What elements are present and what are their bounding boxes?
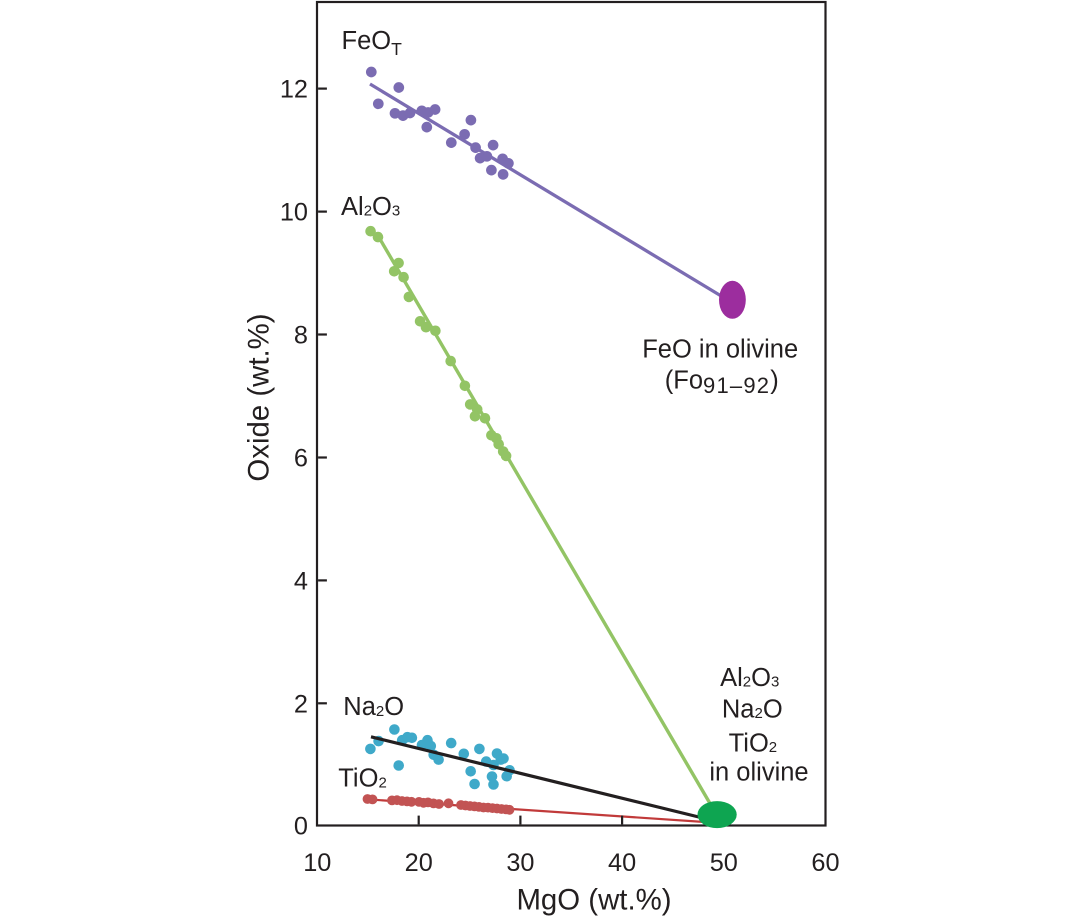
- svg-text:6: 6: [294, 445, 308, 473]
- svg-text:Oxide (wt.%): Oxide (wt.%): [243, 313, 276, 481]
- svg-text:10: 10: [303, 849, 331, 877]
- svg-text:FeO in olivine: FeO in olivine: [642, 336, 798, 364]
- svg-text:20: 20: [405, 849, 433, 877]
- svg-text:in olivine: in olivine: [709, 758, 808, 786]
- svg-text:30: 30: [506, 849, 534, 877]
- svg-text:Al2O3: Al2O3: [341, 193, 400, 221]
- svg-text:10: 10: [280, 199, 308, 227]
- svg-text:0: 0: [294, 813, 308, 841]
- svg-text:50: 50: [710, 849, 738, 877]
- svg-text:12: 12: [280, 76, 308, 104]
- svg-text:MgO (wt.%): MgO (wt.%): [516, 884, 671, 917]
- svg-text:Na2O: Na2O: [343, 693, 404, 721]
- svg-text:4: 4: [294, 567, 308, 595]
- svg-text:2: 2: [294, 690, 308, 718]
- svg-text:60: 60: [811, 849, 839, 877]
- svg-text:40: 40: [608, 849, 636, 877]
- svg-text:Na2O: Na2O: [722, 696, 783, 724]
- svg-text:8: 8: [294, 322, 308, 350]
